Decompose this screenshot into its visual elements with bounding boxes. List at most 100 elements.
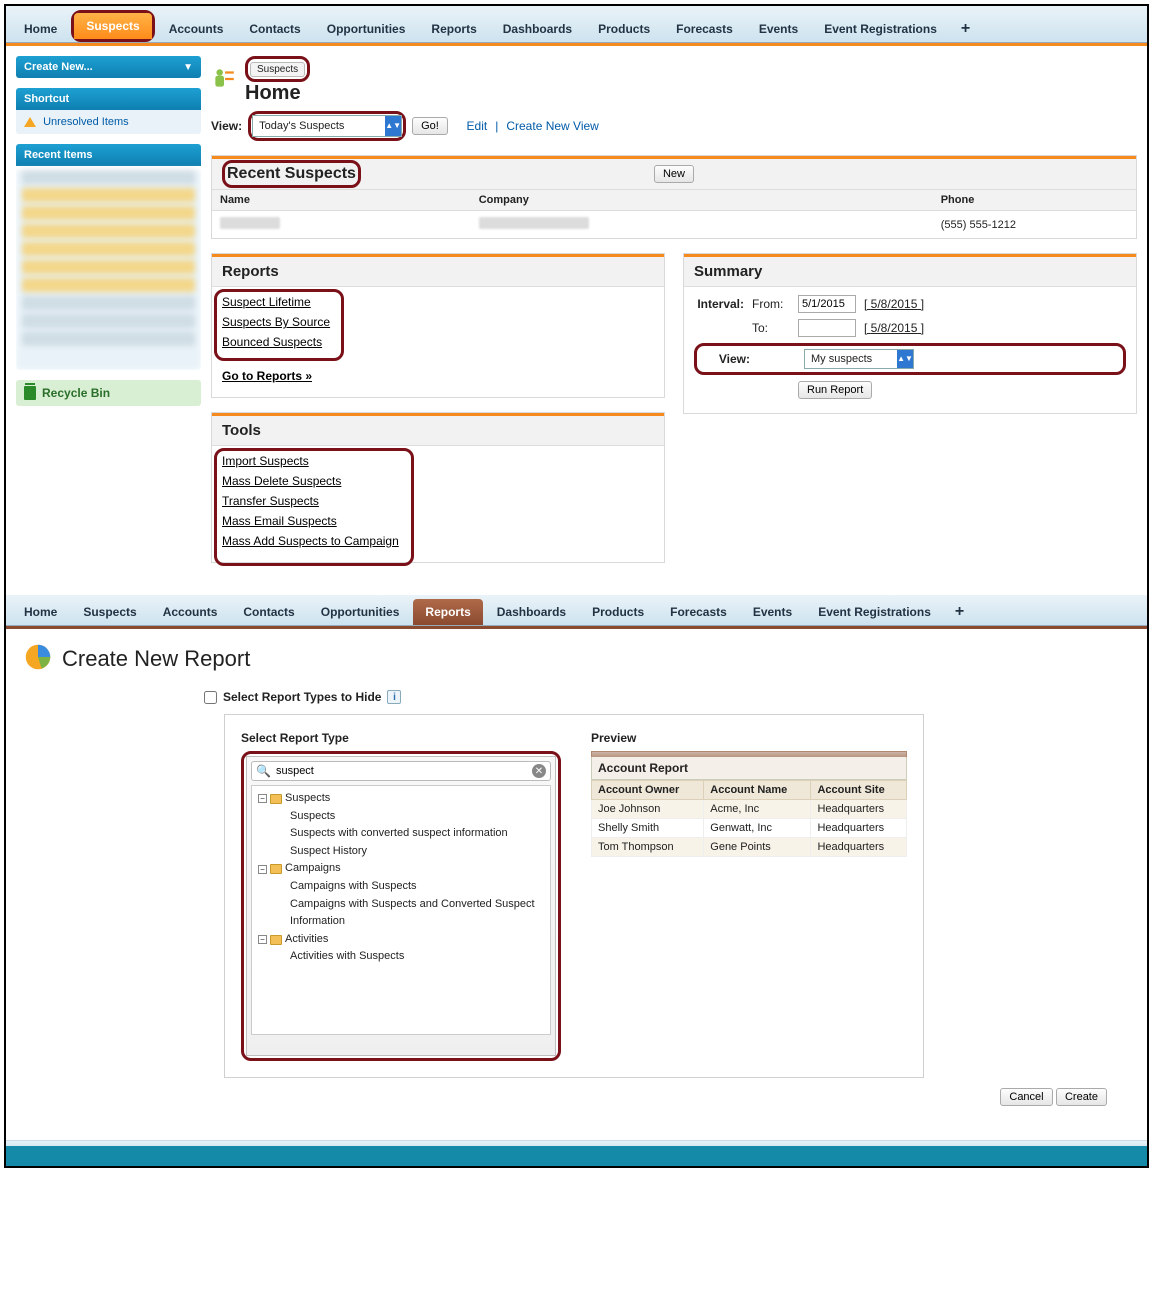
tree-folder-activities[interactable]: − Activities (254, 931, 548, 949)
search-icon: 🔍 (256, 764, 271, 778)
tab2-suspects[interactable]: Suspects (71, 599, 148, 625)
recent-suspects-title: Recent Suspects (227, 165, 356, 182)
tools-panel: Tools Import Suspects Mass Delete Suspec… (211, 412, 665, 563)
view-select-value: Today's Suspects (253, 120, 385, 132)
preview-title: Account Report (591, 757, 907, 780)
select-report-type-label: Select Report Type (241, 731, 561, 745)
info-icon[interactable]: i (387, 690, 401, 704)
tab-suspects[interactable]: Suspects (74, 13, 151, 39)
tab2-home[interactable]: Home (12, 599, 69, 625)
table-row: Joe JohnsonAcme, IncHeadquarters (592, 800, 907, 819)
collapse-icon[interactable]: − (258, 935, 267, 944)
tab-contacts[interactable]: Contacts (237, 16, 312, 42)
blurred-name (220, 217, 280, 229)
tab2-reports[interactable]: Reports (413, 599, 482, 625)
tab2-opportunities[interactable]: Opportunities (309, 599, 412, 625)
tab2-events[interactable]: Events (741, 599, 804, 625)
preview-table: Account Owner Account Name Account Site … (591, 780, 907, 857)
clear-search-icon[interactable]: ✕ (532, 764, 546, 778)
tab2-forecasts[interactable]: Forecasts (658, 599, 739, 625)
tree-folder-campaigns[interactable]: − Campaigns (254, 860, 548, 878)
shortcut-block: Shortcut Unresolved Items (16, 88, 201, 134)
tab-plus[interactable]: + (951, 16, 980, 42)
tab-dashboards[interactable]: Dashboards (491, 16, 584, 42)
tab2-plus[interactable]: + (945, 599, 974, 625)
view-select[interactable]: Today's Suspects ▲▼ (252, 115, 402, 137)
to-date-link[interactable]: [ 5/8/2015 ] (864, 321, 924, 335)
from-date-link[interactable]: [ 5/8/2015 ] (864, 297, 924, 311)
top-tabbar: Home Suspects Accounts Contacts Opportun… (6, 6, 1147, 43)
recent-items-blurred (16, 170, 201, 370)
from-label: From: (752, 297, 790, 311)
chevron-down-icon: ▼ (183, 62, 193, 73)
summary-panel: Summary Interval: From: [ 5/8/2015 ] To: (683, 253, 1137, 414)
tab-event-registrations[interactable]: Event Registrations (812, 16, 949, 42)
warning-icon (24, 115, 36, 127)
page-title: Home (245, 82, 310, 105)
tree-leaf[interactable]: Suspects with converted suspect informat… (254, 825, 548, 843)
folder-icon (270, 935, 282, 945)
cancel-button[interactable]: Cancel (1000, 1088, 1052, 1106)
highlight-summary-view: View: My suspects ▲▼ (694, 343, 1126, 375)
pipe-separator: | (495, 119, 498, 133)
blurred-company (479, 217, 589, 229)
interval-label: Interval: (694, 297, 744, 311)
report-search[interactable]: 🔍 ✕ (251, 761, 551, 781)
highlight-recent-title: Recent Suspects (222, 160, 361, 188)
summary-view-label: View: (700, 352, 750, 366)
table-row[interactable]: (555) 555-1212 (212, 211, 1136, 239)
table-row: Shelly SmithGenwatt, IncHeadquarters (592, 819, 907, 838)
preview-label: Preview (591, 731, 907, 745)
hide-types-checkbox[interactable] (204, 691, 217, 704)
create-button[interactable]: Create (1056, 1088, 1107, 1106)
create-new-block[interactable]: Create New... ▼ (16, 56, 201, 78)
recent-suspects-panel: Recent Suspects New Name Company Phone (… (211, 155, 1137, 239)
report-type-tree-box: 🔍 ✕ − Suspects Suspects (246, 756, 556, 1056)
tab-opportunities[interactable]: Opportunities (315, 16, 418, 42)
summary-view-select[interactable]: My suspects ▲▼ (804, 349, 914, 369)
tree-leaf[interactable]: Suspects (254, 808, 548, 826)
go-to-reports-link[interactable]: Go to Reports » (222, 369, 654, 383)
tree-leaf[interactable]: Activities with Suspects (254, 948, 548, 966)
pv-col-3: Account Site (811, 781, 907, 800)
tab-accounts[interactable]: Accounts (157, 16, 236, 42)
unresolved-items-link[interactable]: Unresolved Items (43, 116, 129, 128)
report-search-input[interactable] (274, 763, 532, 779)
folder-icon (270, 794, 282, 804)
edit-view-link[interactable]: Edit (467, 119, 488, 133)
create-new-view-link[interactable]: Create New View (506, 119, 598, 133)
tab2-contacts[interactable]: Contacts (231, 599, 306, 625)
reports-title: Reports (222, 263, 279, 280)
tab-products[interactable]: Products (586, 16, 662, 42)
go-button[interactable]: Go! (412, 117, 448, 135)
collapse-icon[interactable]: − (258, 865, 267, 874)
footer-bar (6, 1146, 1147, 1166)
tab2-dashboards[interactable]: Dashboards (485, 599, 578, 625)
person-icon (211, 66, 237, 95)
tab2-event-registrations[interactable]: Event Registrations (806, 599, 943, 625)
pv-col-2: Account Name (704, 781, 811, 800)
highlight-tools-links (214, 448, 414, 566)
tab-reports[interactable]: Reports (419, 16, 488, 42)
tab2-products[interactable]: Products (580, 599, 656, 625)
to-date-input[interactable] (798, 319, 856, 337)
tree-leaf[interactable]: Suspect History (254, 843, 548, 861)
recent-items-title: Recent Items (16, 144, 201, 166)
tab-home[interactable]: Home (12, 16, 69, 42)
recycle-bin[interactable]: Recycle Bin (16, 380, 201, 406)
tree-leaf[interactable]: Campaigns with Suspects and Converted Su… (254, 896, 548, 931)
screenshot-1: Home Suspects Accounts Contacts Opportun… (4, 4, 1149, 1168)
select-handle-icon: ▲▼ (897, 350, 913, 368)
collapse-icon[interactable]: − (258, 794, 267, 803)
tab-events[interactable]: Events (747, 16, 810, 42)
new-button[interactable]: New (654, 165, 694, 183)
from-date-input[interactable] (798, 295, 856, 313)
highlight-view-select: Today's Suspects ▲▼ (248, 111, 406, 141)
tree-folder-suspects[interactable]: − Suspects (254, 790, 548, 808)
tab2-accounts[interactable]: Accounts (151, 599, 230, 625)
report-type-tree: − Suspects Suspects Suspects with conver… (251, 785, 551, 1035)
tree-leaf[interactable]: Campaigns with Suspects (254, 878, 548, 896)
col-company: Company (471, 190, 933, 211)
tab-forecasts[interactable]: Forecasts (664, 16, 745, 42)
run-report-button[interactable]: Run Report (798, 381, 872, 399)
